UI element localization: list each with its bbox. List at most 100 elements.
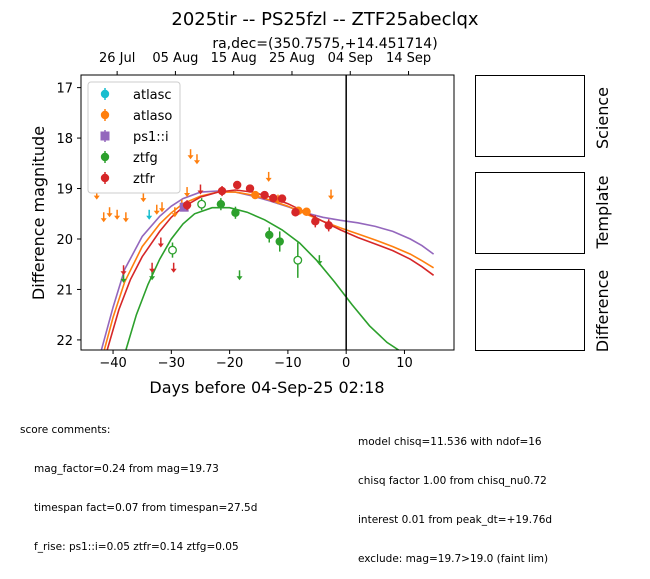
legend-label-ps1-i: ps1::i xyxy=(133,130,169,145)
legend-label-ztfr: ztfr xyxy=(133,172,155,187)
data-point-ztfg xyxy=(275,237,284,246)
legend-marker-ztfr xyxy=(100,173,110,183)
top-tick-label: 04 Sep xyxy=(328,51,373,66)
upper-limit-atlaso xyxy=(265,171,272,182)
upper-limit-ztfr-head xyxy=(197,190,204,195)
upper-limit-ztfr-head xyxy=(120,271,127,276)
upper-limit-atlaso xyxy=(184,187,191,198)
upper-limit-ztfg xyxy=(236,270,243,281)
plot-frame xyxy=(80,74,455,351)
data-point-ztfr xyxy=(277,194,287,203)
upper-limit-atlaso-head xyxy=(159,208,166,213)
legend-label-ztfg: ztfg xyxy=(133,151,158,166)
x-axis-label: Days before 04-Sep-25 02:18 xyxy=(149,378,384,397)
difference-label: Difference xyxy=(593,270,612,352)
model-comment-line: model chisq=11.536 with ndof=16 xyxy=(358,436,542,448)
upper-limit-ztfr xyxy=(157,237,164,248)
upper-limit-ztfg-head xyxy=(120,278,127,283)
top-tick-label: 25 Aug xyxy=(269,51,315,66)
top-tick-label: 15 Aug xyxy=(211,51,257,66)
upper-limit-atlaso xyxy=(122,212,129,223)
upper-limit-atlaso-head xyxy=(114,215,121,220)
plot-area: −40 −30 −20 −10 0 10 17 18 19 20 21 22 26 Jul 05 Aug 1… xyxy=(56,51,455,371)
model-curve-ztfg xyxy=(125,206,400,350)
upper-limit-atlasc xyxy=(146,209,153,220)
data-point-ztfg xyxy=(216,199,226,209)
data-point-ztfr xyxy=(311,217,320,226)
upper-limit-atlaso-head xyxy=(93,195,100,200)
upper-limit-atlaso-head xyxy=(184,193,191,198)
x-tick-label: 0 xyxy=(342,356,350,371)
upper-limit-atlaso xyxy=(114,209,121,220)
upper-limit-atlaso-head xyxy=(193,160,200,165)
upper-limit-ztfg xyxy=(316,255,323,266)
top-tick-label: 05 Aug xyxy=(152,51,198,66)
model-comments: model chisq=11.536 with ndof=16 chisq fa… xyxy=(358,410,552,579)
upper-limit-atlaso xyxy=(159,202,166,213)
upper-limit-ztfr xyxy=(197,184,204,195)
upper-limit-atlaso xyxy=(106,207,113,218)
x-tick-label: −40 xyxy=(99,356,126,371)
template-label: Template xyxy=(593,175,612,249)
upper-limit-atlaso-head xyxy=(187,155,194,160)
data-point-ztfg xyxy=(231,208,240,217)
score-comments-header: score comments: xyxy=(20,424,111,436)
data-point-ztfg xyxy=(293,255,303,265)
y-tick-label: 22 xyxy=(56,334,73,349)
upper-limit-ztfr-head xyxy=(149,268,156,273)
data-point-ztfr xyxy=(245,184,255,193)
upper-limit-ztfr-head xyxy=(157,243,164,248)
y-tick-label: 17 xyxy=(56,82,73,97)
upper-limit-ztfr-head xyxy=(170,268,177,273)
science-image-panel xyxy=(475,75,585,157)
upper-limit-ztfr xyxy=(120,265,127,276)
y-tick-label: 18 xyxy=(56,132,73,147)
legend-marker-ps1-i xyxy=(100,131,110,141)
data-point-ztfr xyxy=(182,200,192,210)
model-curve-ps1-i xyxy=(100,190,435,350)
chart-subtitle: ra,dec=(350.7575,+14.451714) xyxy=(212,36,437,52)
upper-limit-ztfr xyxy=(149,262,156,273)
lightcurve-chart: 2025tir -- PS25fzl -- ZTF25abeclqx ra,de… xyxy=(29,9,612,397)
top-tick-label: 14 Sep xyxy=(386,51,431,66)
plot-content xyxy=(93,75,435,350)
legend-box xyxy=(87,81,181,194)
legend-marker-atlaso xyxy=(100,110,110,120)
data-point-ztfg xyxy=(197,199,207,209)
x-tick-label: −20 xyxy=(216,356,243,371)
legend-label-atlaso: atlaso xyxy=(133,109,172,124)
chart-title: 2025tir -- PS25fzl -- ZTF25abeclqx xyxy=(171,9,479,30)
model-curve-ztfr xyxy=(106,189,435,350)
score-comment-line: timespan fact=0.07 from timespan=27.5d xyxy=(34,502,258,514)
data-point-atlaso xyxy=(302,207,311,216)
upper-limit-atlaso xyxy=(140,192,147,203)
difference-image-panel xyxy=(475,269,585,351)
score-comments: score comments: mag_factor=0.24 from mag… xyxy=(20,398,257,567)
data-point-ztfr xyxy=(232,180,242,190)
upper-limit-atlaso-head xyxy=(328,195,335,200)
upper-limit-ztfr xyxy=(170,262,177,273)
upper-limit-atlaso-head xyxy=(153,210,160,215)
legend-marker-atlasc xyxy=(100,89,110,99)
data-point-ztfg xyxy=(168,245,177,255)
template-image-panel xyxy=(475,172,585,254)
upper-limit-atlaso xyxy=(100,212,107,223)
y-tick-label: 20 xyxy=(56,233,73,248)
upper-limit-atlaso xyxy=(193,154,200,165)
upper-limit-atlaso-head xyxy=(171,213,178,218)
y-tick-label: 21 xyxy=(56,283,73,298)
upper-limit-atlaso xyxy=(328,189,335,200)
legend-marker-ztfg xyxy=(100,152,110,162)
data-point-ztfr xyxy=(291,208,300,217)
top-tick-label: 26 Jul xyxy=(99,51,135,66)
score-comment-line: f_rise: ps1::i=0.05 ztfr=0.14 ztfg=0.05 xyxy=(34,541,239,553)
science-label: Science xyxy=(593,87,612,149)
legend-label-atlasc: atlasc xyxy=(133,88,172,103)
upper-limit-ztfg-head xyxy=(149,276,156,281)
model-comment-line: interest 0.01 from peak_dt=+19.76d xyxy=(358,514,553,526)
data-point-ztfr xyxy=(217,186,227,196)
upper-limit-atlaso-head xyxy=(122,218,129,223)
upper-limit-atlaso xyxy=(187,149,194,160)
model-comment-line: exclude: mag=19.7>19.0 (faint lim) xyxy=(358,553,549,565)
data-point-ztfg xyxy=(265,230,274,240)
